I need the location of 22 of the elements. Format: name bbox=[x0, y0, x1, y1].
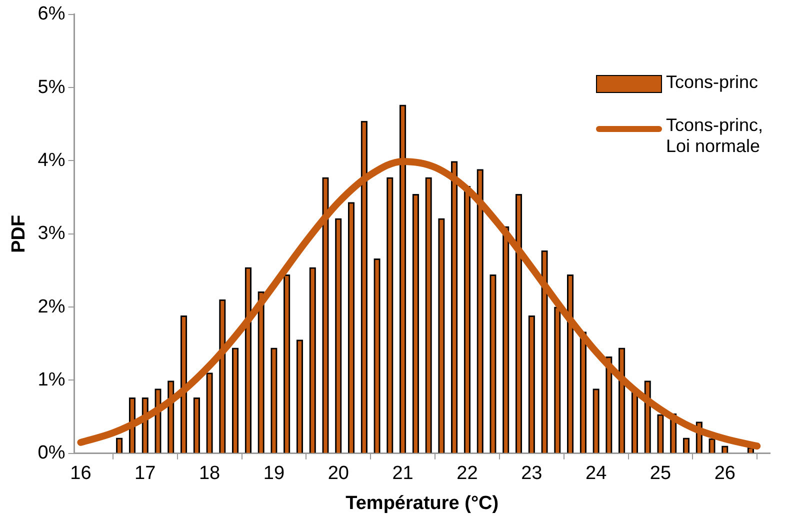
x-tick-label: 16 bbox=[70, 463, 92, 484]
x-tick-label: 17 bbox=[134, 463, 156, 484]
y-tick-label: 4% bbox=[38, 150, 66, 171]
x-tick-label: 26 bbox=[714, 463, 736, 484]
y-tick-label: 2% bbox=[38, 296, 66, 318]
x-tick-label: 25 bbox=[650, 463, 672, 484]
y-tick-label: 1% bbox=[38, 369, 66, 390]
y-tick-label: 6% bbox=[38, 4, 66, 25]
y-axis-title: PDF bbox=[8, 214, 30, 253]
x-tick-label: 21 bbox=[392, 463, 414, 484]
y-tick-label: 3% bbox=[38, 223, 66, 244]
x-tick-label: 23 bbox=[521, 463, 542, 484]
x-tick-label: 18 bbox=[198, 463, 220, 484]
x-tick-label: 24 bbox=[585, 463, 608, 484]
y-tick-label: 0% bbox=[38, 442, 66, 464]
x-axis-title: Température (°C) bbox=[346, 492, 499, 514]
x-tick-label: 22 bbox=[456, 463, 478, 484]
legend-label: Tcons-princ bbox=[666, 72, 758, 93]
x-tick-label: 20 bbox=[328, 463, 349, 484]
x-tick-label: 19 bbox=[263, 463, 285, 484]
legend-label: Tcons-princ, Loi normale bbox=[666, 115, 764, 157]
y-tick-label: 5% bbox=[38, 76, 66, 98]
